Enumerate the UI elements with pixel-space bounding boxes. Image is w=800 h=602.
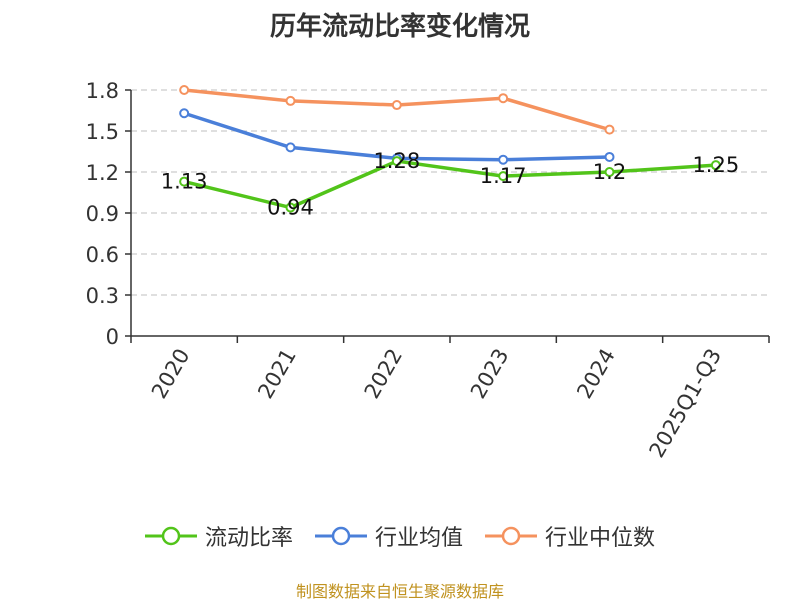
data-point [391,156,402,167]
data-point [604,151,615,162]
series-lines [179,85,721,213]
x-tick-label: 2024 [572,345,620,403]
data-point [604,167,615,177]
legend-swatch-marker [331,526,351,546]
x-tick-label: 2020 [147,345,195,403]
data-point [710,160,721,171]
legend-label: 流动比率 [204,526,293,551]
y-tick-label: 0 [106,325,119,349]
legend-item[interactable]: 行业均值 [314,520,463,552]
legend-swatch [314,526,367,546]
y-tick-label: 0.9 [86,202,119,226]
source-note: 制图数据来自恒生聚源数据库 [295,582,504,601]
axes: 0 0.3 0.6 0.9 1.2 1.5 1.8 2020 2021 2022 2023 2024 2… [86,79,770,462]
legend-label: 行业均值 [374,526,463,551]
data-point [179,176,190,187]
data-point [604,124,615,135]
legend-item[interactable]: 流动比率 [144,520,293,552]
data-label: 1.13 [161,170,208,194]
data-point [498,171,509,182]
x-tick-label: 2022 [360,345,408,403]
x-tick-label: 2025Q1-Q3 [645,345,727,462]
data-point [179,85,190,95]
x-tick-label: 2023 [466,344,514,402]
legend-swatch [485,526,537,546]
data-point [285,142,296,153]
legend: 流动比率 行业均值 行业中位数 [0,520,800,552]
y-tick-label: 1.2 [86,161,119,185]
legend-swatch-marker [501,526,521,546]
data-point [498,154,509,165]
data-label: 0.94 [267,196,314,220]
data-label: 1.25 [692,153,739,177]
x-tick-label: 2021 [253,345,301,403]
legend-swatch [144,526,197,546]
legend-swatch-marker [161,526,181,546]
data-point [285,202,296,213]
data-point [285,95,296,106]
series-line [183,159,716,210]
data-label: 1.17 [480,164,527,188]
data-labels: 1.13 0.94 1.28 1.17 1.2 1.25 [161,149,739,219]
data-label: 1.2 [593,160,626,184]
data-point [179,108,190,119]
legend-label: 行业中位数 [545,526,656,551]
y-tick-label: 1.8 [86,79,119,103]
chart-title: 历年流动比率变化情况 [269,12,530,42]
legend-item[interactable]: 行业中位数 [485,520,655,552]
y-tick-label: 1.5 [86,120,119,144]
y-tick-label: 0.3 [86,284,119,308]
grid-lines [131,89,769,296]
data-point [391,100,402,111]
data-label: 1.28 [373,149,420,173]
data-point [498,93,509,104]
y-tick-label: 0.6 [86,243,119,267]
